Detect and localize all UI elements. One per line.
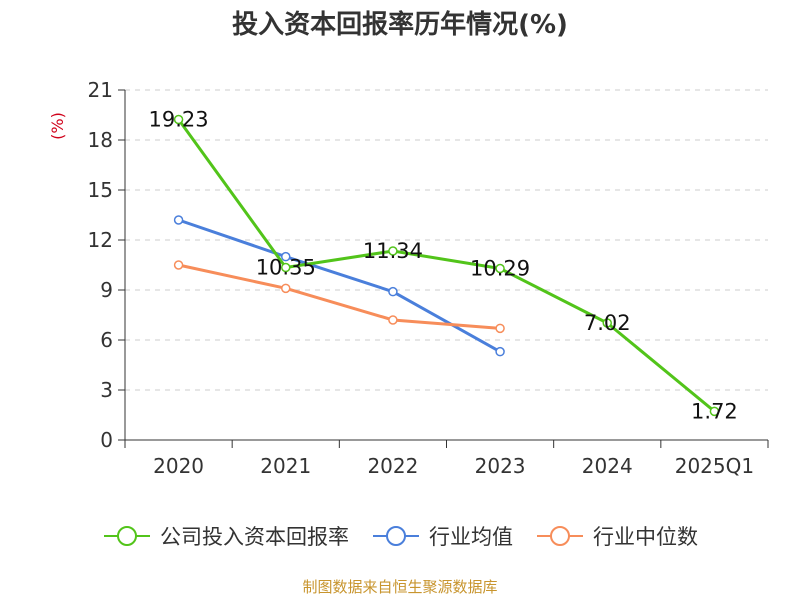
series-line bbox=[178, 263, 501, 330]
data-point bbox=[388, 246, 398, 256]
data-labels: 19.23 10.35 11.34 10.29 7.02 1.72 bbox=[149, 108, 738, 424]
y-tick-label: 18 bbox=[88, 128, 113, 152]
data-label: 10.35 bbox=[256, 256, 316, 280]
x-tick-label: 2021 bbox=[260, 454, 311, 478]
y-tick-label: 15 bbox=[88, 178, 113, 202]
series-lines bbox=[177, 118, 716, 413]
data-point bbox=[602, 318, 612, 328]
legend-marker bbox=[373, 526, 419, 546]
chart-title: 投入资本回报率历年情况(%) bbox=[232, 9, 568, 40]
data-label: 19.23 bbox=[149, 108, 209, 132]
data-point bbox=[173, 215, 184, 225]
gridlines bbox=[125, 89, 768, 391]
legend-label: 公司投入资本回报率 bbox=[160, 525, 349, 549]
data-label: 10.29 bbox=[470, 257, 530, 281]
data-label: 7.02 bbox=[584, 311, 631, 335]
y-tick-label: 0 bbox=[100, 428, 113, 452]
data-point bbox=[281, 251, 291, 262]
legend-marker bbox=[537, 526, 583, 546]
x-tick-label: 2025Q1 bbox=[675, 454, 754, 478]
data-label: 1.72 bbox=[691, 399, 738, 423]
y-tick-label: 12 bbox=[88, 228, 113, 252]
legend-item[interactable]: 行业均值 bbox=[371, 521, 513, 551]
legend-item[interactable]: 行业中位数 bbox=[535, 521, 698, 551]
y-tick-label: 3 bbox=[100, 378, 113, 402]
data-point bbox=[281, 262, 291, 273]
data-point bbox=[173, 260, 184, 270]
x-tick-label: 2023 bbox=[475, 454, 526, 478]
data-label: 11.34 bbox=[363, 239, 423, 263]
legend-item[interactable]: 公司投入资本回报率 bbox=[102, 521, 349, 551]
series-points bbox=[173, 114, 720, 417]
y-axis-label: (%) bbox=[48, 112, 67, 140]
legend-label: 行业中位数 bbox=[593, 525, 698, 549]
data-point bbox=[495, 323, 505, 334]
legend-label: 行业均值 bbox=[429, 525, 513, 549]
data-point bbox=[495, 346, 505, 357]
data-point bbox=[388, 286, 398, 297]
data-point bbox=[173, 114, 184, 125]
x-tick-label: 2020 bbox=[153, 454, 204, 478]
series-line bbox=[177, 118, 716, 413]
data-point bbox=[495, 263, 505, 274]
y-tick-label: 21 bbox=[88, 78, 113, 102]
y-tick-label: 9 bbox=[100, 278, 113, 302]
legend-marker bbox=[104, 526, 150, 546]
data-point bbox=[709, 406, 720, 417]
axes: 0 3 6 9 12 15 18 21 2020 2021 2022 2023 2024 2025Q1 bbox=[88, 78, 769, 478]
series-line bbox=[178, 218, 501, 353]
y-tick-label: 6 bbox=[100, 328, 113, 352]
data-point bbox=[388, 315, 398, 325]
x-tick-label: 2024 bbox=[582, 454, 633, 478]
source-note: 制图数据来自恒生聚源数据库 bbox=[302, 578, 498, 596]
data-point bbox=[281, 283, 291, 294]
x-tick-label: 2022 bbox=[367, 454, 418, 478]
legend: 公司投入资本回报率 行业均值 行业中位数 bbox=[0, 516, 800, 556]
